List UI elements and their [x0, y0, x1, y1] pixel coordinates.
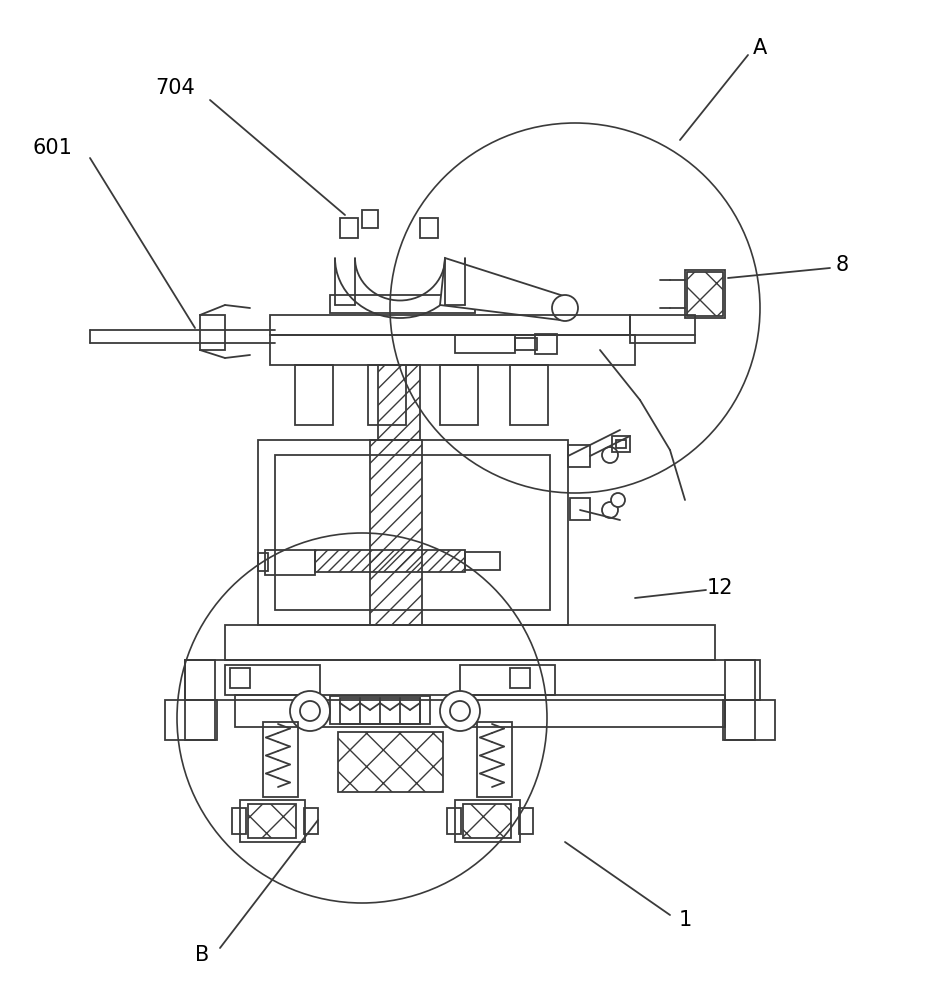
Bar — [258, 553, 268, 571]
Bar — [723, 700, 775, 740]
Bar — [330, 696, 430, 724]
Text: A: A — [753, 38, 767, 58]
Bar — [519, 808, 533, 834]
Bar — [463, 804, 511, 838]
Text: 1: 1 — [679, 910, 692, 930]
Circle shape — [450, 701, 470, 721]
Bar — [687, 272, 723, 316]
Bar — [235, 695, 725, 727]
Bar — [362, 210, 378, 228]
Bar — [340, 698, 420, 724]
Bar — [440, 365, 478, 425]
Text: 12: 12 — [707, 578, 734, 598]
Bar — [338, 732, 443, 792]
Text: 601: 601 — [32, 138, 72, 158]
Bar — [568, 445, 590, 467]
Bar — [510, 668, 530, 688]
Text: B: B — [195, 945, 209, 965]
Text: 8: 8 — [835, 255, 848, 275]
Bar — [368, 365, 406, 425]
Bar — [465, 552, 500, 570]
Bar — [185, 660, 760, 700]
Bar — [378, 365, 420, 440]
Bar — [455, 335, 515, 353]
Bar — [270, 335, 635, 365]
Circle shape — [300, 701, 320, 721]
Bar — [230, 668, 250, 688]
Bar — [535, 334, 557, 354]
Polygon shape — [440, 258, 570, 320]
Bar — [370, 440, 422, 625]
Bar — [315, 550, 465, 572]
Bar — [240, 800, 305, 842]
Bar — [570, 498, 590, 520]
Bar — [185, 660, 215, 740]
Bar — [295, 365, 333, 425]
Bar — [612, 436, 630, 452]
Circle shape — [290, 691, 330, 731]
Bar — [616, 440, 626, 448]
Bar — [420, 218, 438, 238]
Bar — [510, 365, 548, 425]
Bar — [340, 218, 358, 238]
Circle shape — [602, 502, 618, 518]
Bar — [477, 722, 512, 797]
Bar — [685, 270, 725, 318]
Bar — [275, 455, 550, 610]
Bar — [265, 550, 315, 575]
Bar — [232, 808, 246, 834]
Bar — [455, 800, 520, 842]
Bar — [304, 808, 318, 834]
Bar — [515, 338, 537, 350]
Bar — [225, 625, 715, 660]
Circle shape — [611, 493, 625, 507]
Bar — [258, 440, 568, 625]
Bar — [225, 665, 320, 695]
Circle shape — [440, 691, 480, 731]
Bar — [460, 665, 555, 695]
Bar — [447, 808, 461, 834]
Circle shape — [602, 447, 618, 463]
Bar — [270, 315, 630, 335]
Bar — [725, 660, 755, 740]
Circle shape — [552, 295, 578, 321]
Bar — [165, 700, 217, 740]
Text: 704: 704 — [155, 78, 195, 98]
Bar — [248, 804, 296, 838]
Bar — [200, 315, 225, 350]
Bar — [263, 722, 298, 797]
Bar — [630, 315, 695, 343]
Bar — [330, 295, 475, 313]
